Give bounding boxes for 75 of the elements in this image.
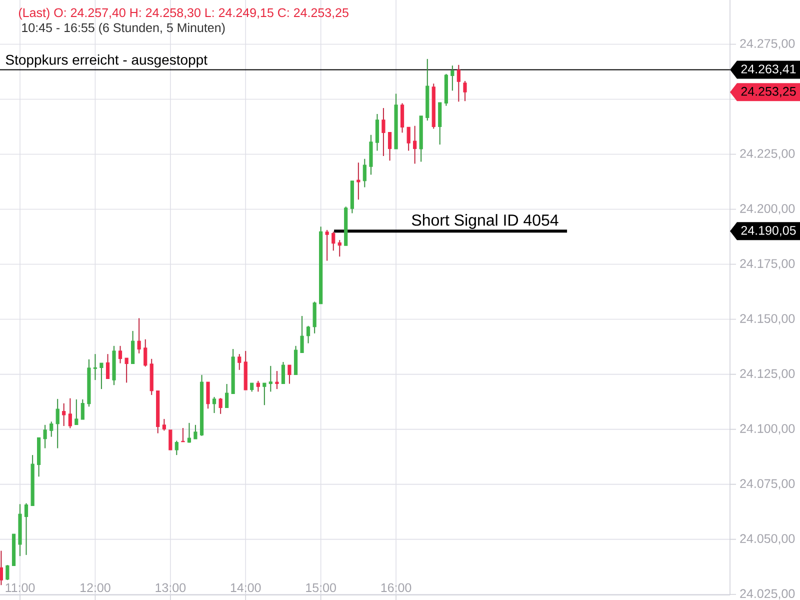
candlestick <box>80 398 84 420</box>
y-tick-label: 24.050,00 <box>740 534 795 544</box>
candlestick <box>124 358 128 384</box>
candlestick <box>74 398 78 426</box>
candlestick <box>68 398 72 429</box>
text: 24.263,41 <box>741 64 796 75</box>
candlestick <box>137 318 141 354</box>
y-tick-label: 24.075,00 <box>740 479 795 490</box>
candlestick <box>131 330 135 364</box>
candlestick <box>174 440 178 456</box>
x-tick-label: 13:00 <box>156 583 186 592</box>
x-tick-label: 14:00 <box>230 583 261 592</box>
candlestick <box>325 229 329 262</box>
candlestick <box>238 354 242 370</box>
candlestick <box>212 396 216 414</box>
x-tick-label: 11:00 <box>6 583 35 592</box>
x-tick-label: 15:00 <box>306 583 336 592</box>
candlestick <box>281 361 286 384</box>
candlestick <box>0 550 4 586</box>
candlestick <box>218 398 222 414</box>
candlestick <box>225 383 229 408</box>
y-tick-label: 24.150,00 <box>740 314 795 324</box>
text: 24.253,25 <box>741 86 796 98</box>
candlestick <box>300 315 304 354</box>
candlestick <box>413 125 417 164</box>
text: 10:45 - 16:55 (6 Stunden, 5 Minuten) <box>22 22 225 35</box>
candlestick <box>93 354 98 381</box>
candlestick <box>312 301 316 334</box>
candlestick <box>306 325 310 344</box>
y-tick-label: 24.225,00 <box>740 149 795 160</box>
candlestick <box>463 80 467 102</box>
candlestick <box>356 162 360 200</box>
candlestick <box>406 126 410 152</box>
candlestick <box>450 65 454 92</box>
candlestick <box>400 102 404 134</box>
candlestick <box>256 380 260 392</box>
candlestick <box>382 108 386 157</box>
y-tick-label: 24.025,00 <box>740 589 795 600</box>
y-tick-label: 24.175,00 <box>740 259 795 270</box>
series-label: Short Signal ID 4054 <box>412 214 558 229</box>
text: 24.190,05 <box>741 226 796 236</box>
candlestick <box>388 132 392 162</box>
y-tick-label: 24.100,00 <box>740 424 795 434</box>
candlestick <box>268 365 272 392</box>
candlestick <box>62 402 66 427</box>
candlestick <box>168 430 172 450</box>
candlestick <box>275 370 279 390</box>
candlestick <box>187 422 192 444</box>
candlestick <box>6 564 10 581</box>
ref-line-label: Stoppkurs erreicht - ausgestoppt <box>6 54 208 68</box>
text: (Last) O: 24.257,40 H: 24.258,30 L: 24.249,15 C: 24.253,25 <box>18 8 348 20</box>
y-tick-label: 24.275,00 <box>740 39 795 50</box>
candlestick <box>375 113 380 152</box>
x-tick-label: 16:00 <box>381 583 412 592</box>
candlestick <box>456 64 460 102</box>
candlestick <box>24 502 28 556</box>
candlestick <box>338 240 342 258</box>
candlestick <box>106 354 110 380</box>
x-tick-label: 12:00 <box>80 583 110 592</box>
candlestick <box>162 418 166 432</box>
candlestick <box>144 338 148 368</box>
y-tick-label: 24.125,00 <box>740 369 795 380</box>
candlestick <box>43 424 47 449</box>
y-tick-label: 24.200,00 <box>740 204 795 214</box>
candlestick <box>194 424 198 440</box>
candlestick <box>206 381 210 410</box>
candlestick <box>50 421 54 438</box>
candlestick <box>56 398 60 449</box>
candlestick <box>118 345 122 364</box>
candlestick <box>181 427 185 442</box>
candlestick <box>362 158 366 188</box>
candlestick <box>288 364 292 384</box>
candlestick <box>332 231 336 252</box>
candlestick <box>100 362 104 390</box>
candlestick <box>262 382 266 406</box>
